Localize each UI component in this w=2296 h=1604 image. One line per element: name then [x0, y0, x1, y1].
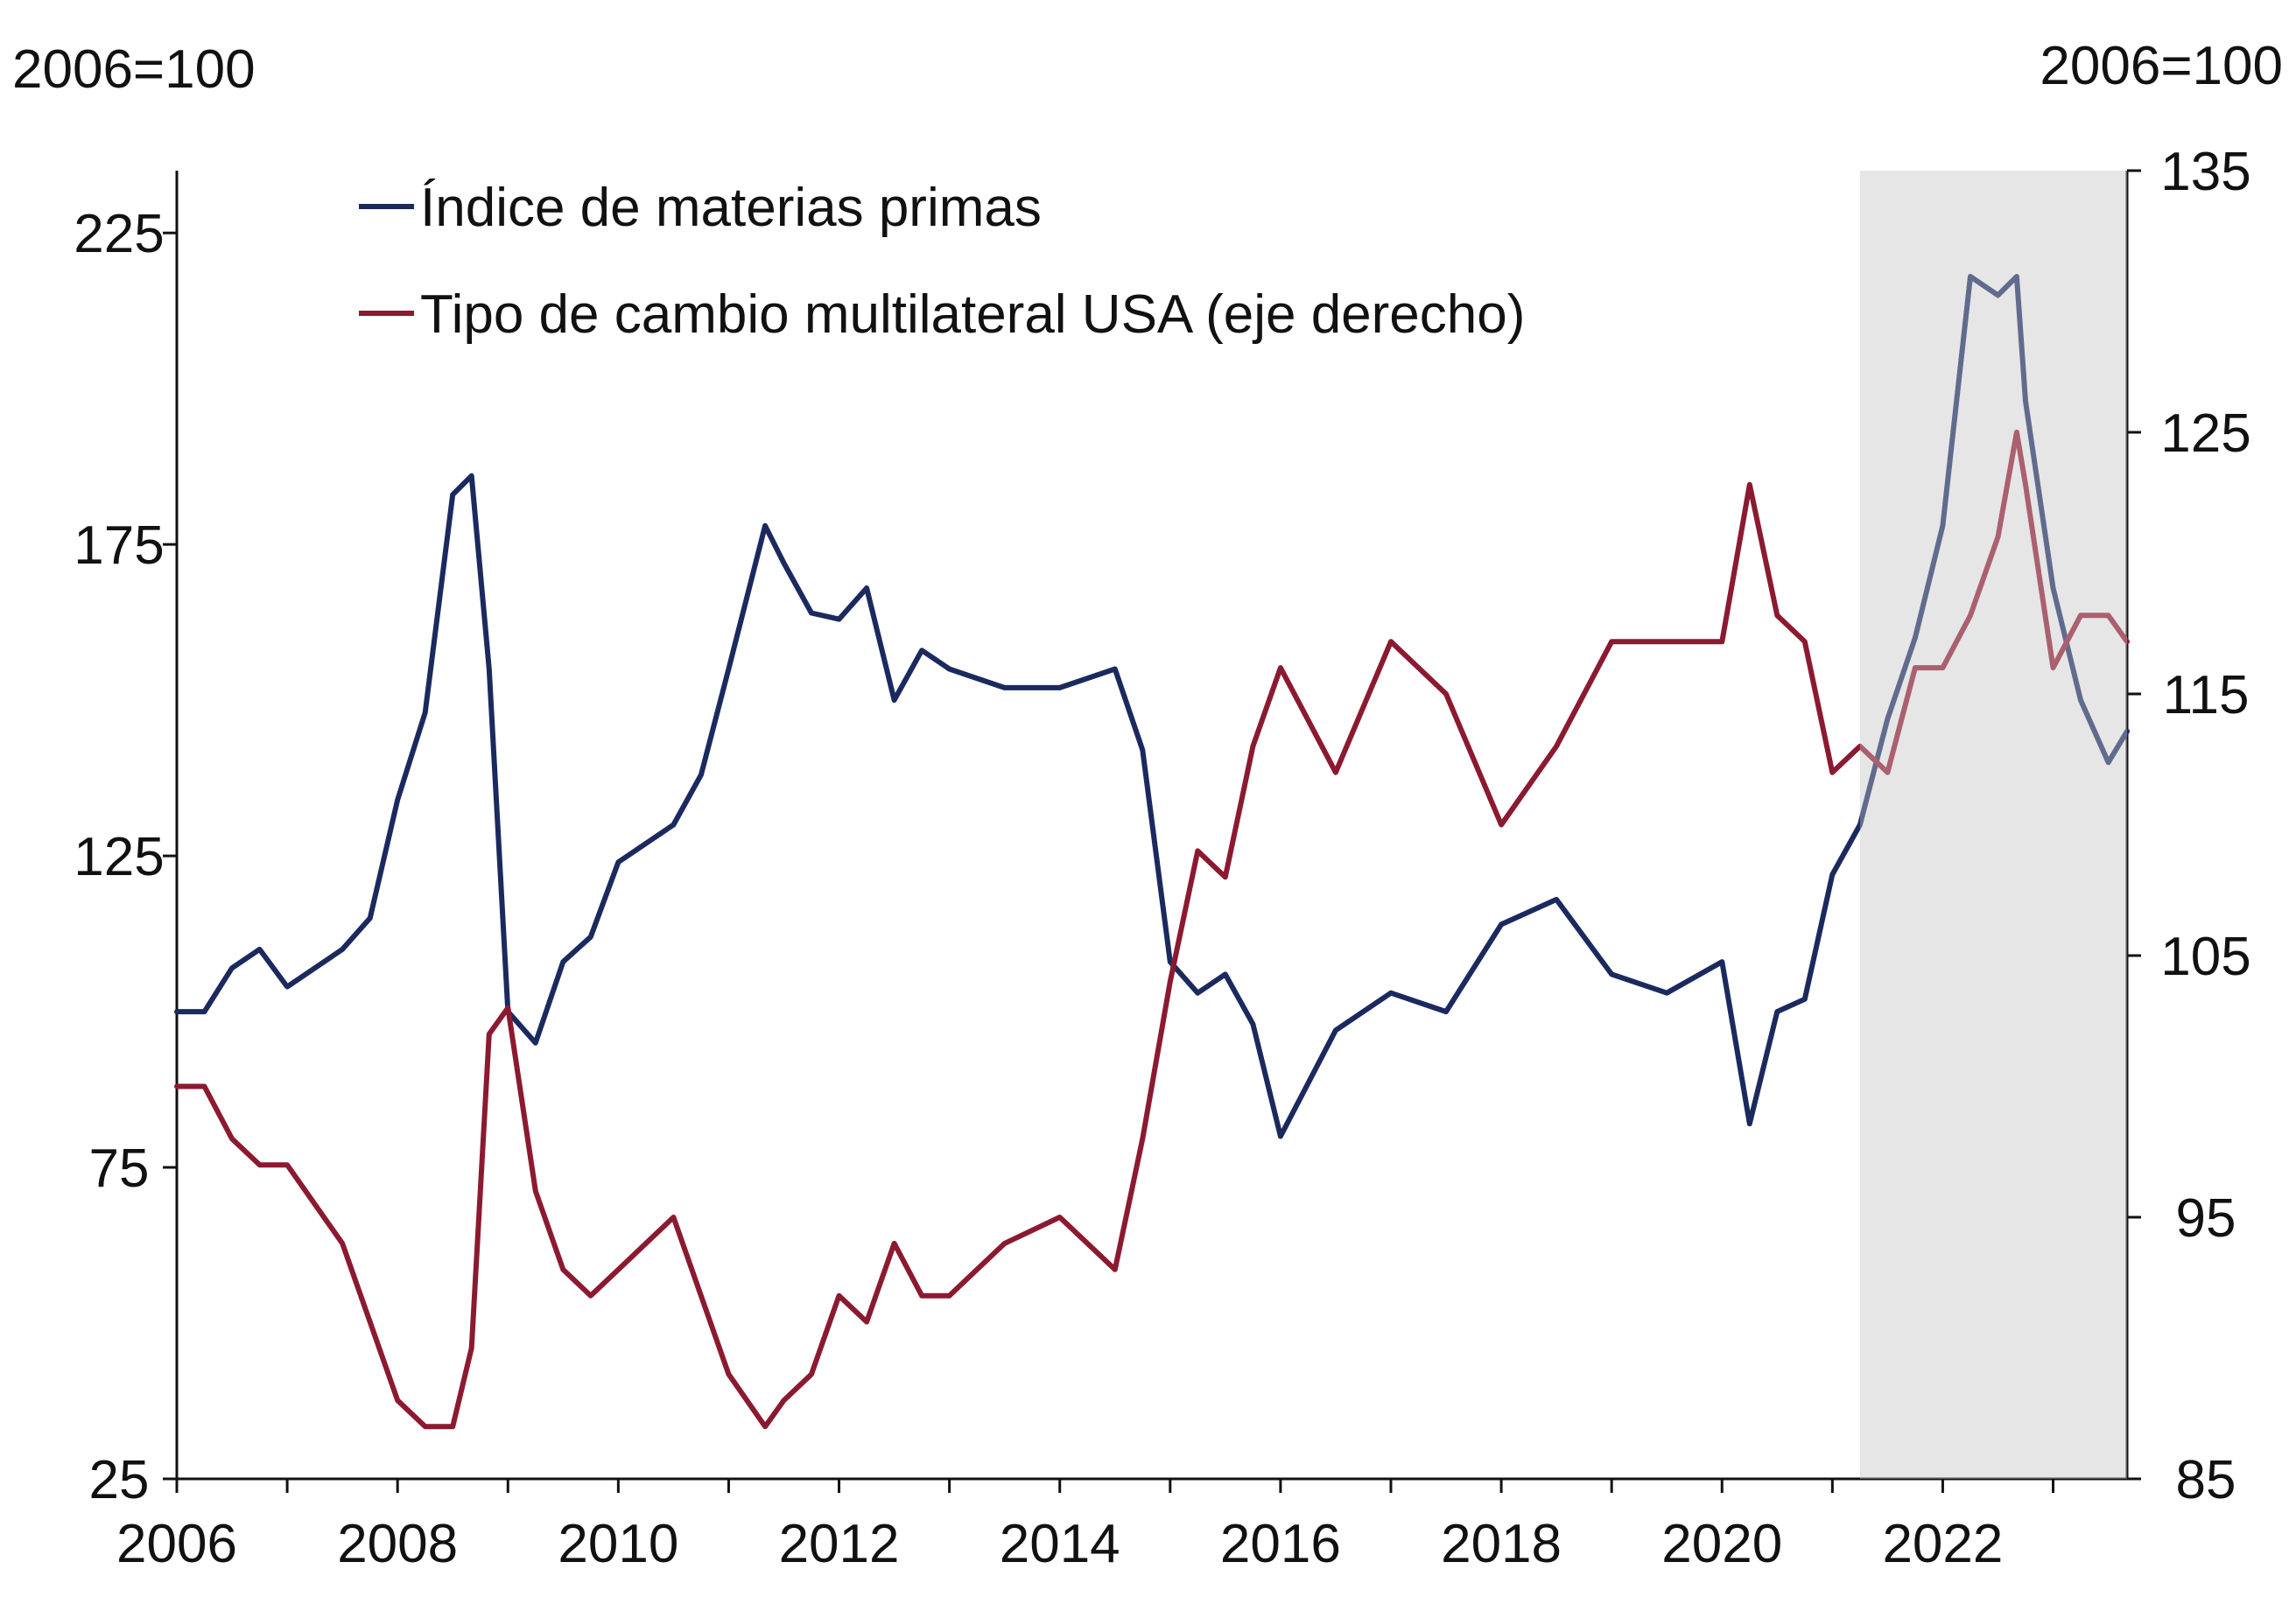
right-tick-label-125: 125 — [2160, 403, 2250, 464]
left-tick-label-75: 75 — [89, 1138, 150, 1199]
x-tick-label-2022: 2022 — [1882, 1514, 2003, 1574]
x-tick-label-2006: 2006 — [116, 1514, 237, 1574]
right-tick-label-85: 85 — [2176, 1450, 2236, 1510]
x-tick-label-2016: 2016 — [1220, 1514, 1341, 1574]
series-line-usd-fx — [174, 430, 2130, 1430]
projection-overlay — [1859, 171, 2127, 1479]
left-tick-label-25: 25 — [89, 1450, 150, 1510]
ticks-layer: 2006 2008 2010 2012 2014 2016 2018 2020 2022 25 75… — [74, 142, 2250, 1574]
left-tick-label-125: 125 — [74, 827, 164, 887]
x-tick-label-2012: 2012 — [779, 1514, 900, 1574]
right-tick-label-95: 95 — [2176, 1188, 2236, 1249]
series-line-commodity-index — [174, 274, 2130, 1139]
projection-shaded-area — [1859, 171, 2127, 1479]
left-axis-unit-label: 2006=100 — [12, 39, 256, 100]
left-tick-label-175: 175 — [74, 515, 164, 576]
x-tick-label-2008: 2008 — [337, 1514, 458, 1574]
left-tick-label-225: 225 — [74, 204, 164, 264]
legend-label-usd-fx: Tipo de cambio multilateral USA (eje der… — [420, 284, 1525, 345]
axes-layer — [175, 171, 2129, 1481]
legend: Índice de materias primas Tipo de cambio… — [359, 178, 1525, 345]
right-tick-label-115: 115 — [2163, 665, 2250, 725]
right-axis-unit-label: 2006=100 — [2040, 36, 2283, 96]
x-tick-label-2020: 2020 — [1661, 1514, 1782, 1574]
x-tick-label-2018: 2018 — [1441, 1514, 1562, 1574]
x-tick-label-2014: 2014 — [1000, 1514, 1120, 1574]
right-tick-label-105: 105 — [2160, 927, 2250, 987]
right-tick-label-135: 135 — [2160, 142, 2250, 202]
series-layer — [174, 171, 2130, 1479]
x-tick-label-2010: 2010 — [558, 1514, 678, 1574]
legend-label-commodity-index: Índice de materias primas — [420, 178, 1042, 238]
